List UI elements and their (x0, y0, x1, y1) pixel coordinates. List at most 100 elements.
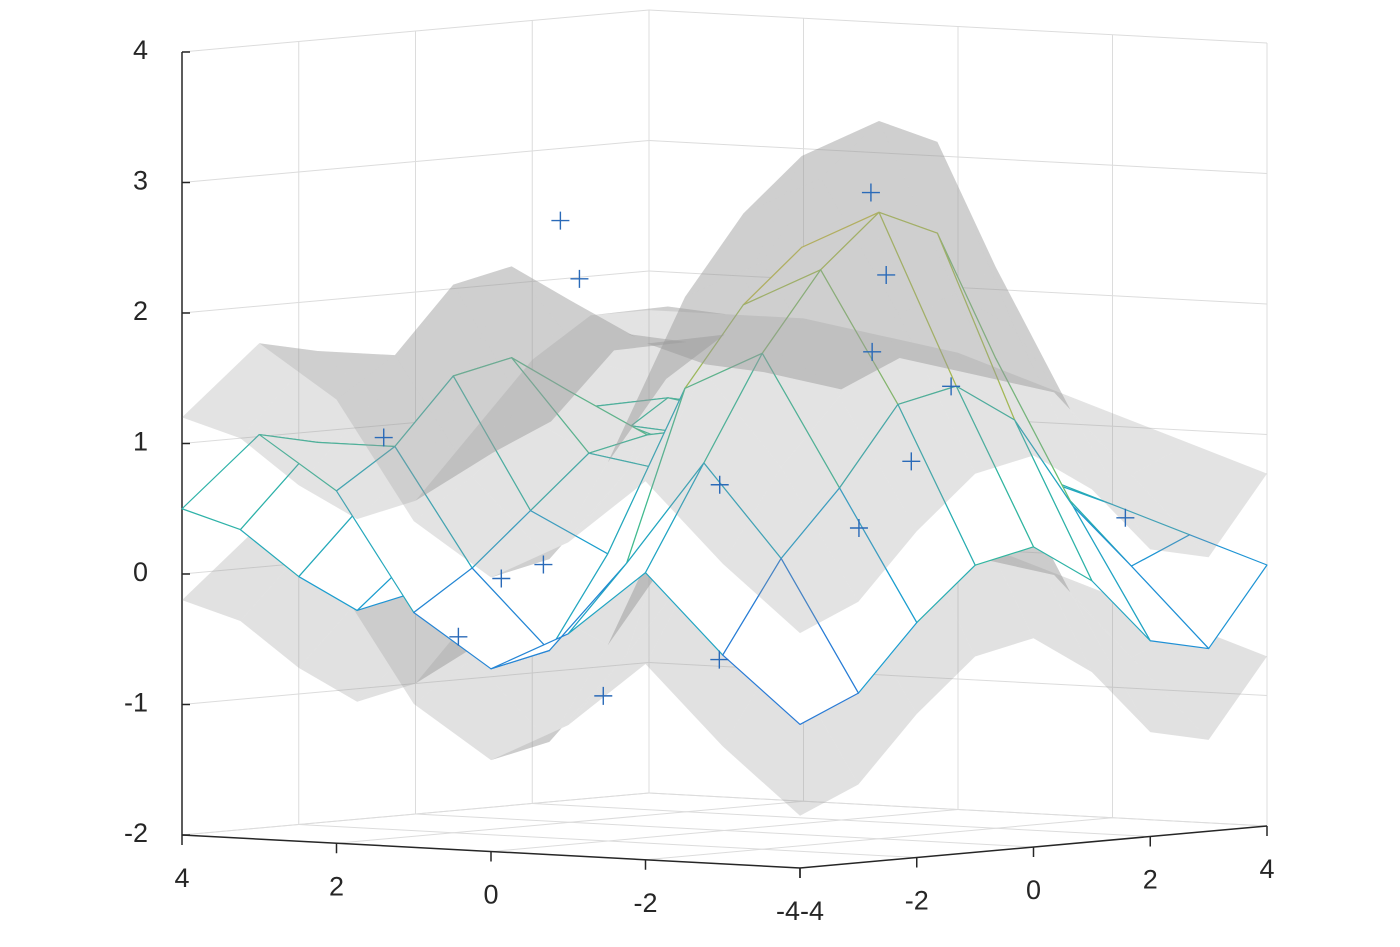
upper-bound-face (626, 262, 763, 472)
data-point (1116, 508, 1135, 527)
upper-bound-face (590, 306, 727, 316)
data-point (863, 342, 882, 361)
upper-bound-face (918, 267, 1055, 393)
upper-bound-face (745, 318, 881, 341)
upper-bound-face (240, 351, 376, 486)
lower-bound-face (298, 580, 435, 702)
upper-bound-face (703, 262, 840, 468)
grid-line (415, 813, 1034, 848)
z-tick-label: 2 (133, 296, 148, 326)
y-tick-label: -2 (905, 886, 929, 916)
lower-bound-face (413, 659, 550, 761)
x-tick-label: 0 (483, 880, 498, 910)
x-tick-label: 4 (174, 863, 189, 893)
upper-bound-face (860, 141, 996, 316)
z-tick-label: 3 (133, 166, 148, 196)
upper-bound-face (628, 334, 764, 373)
upper-bound-face (530, 361, 667, 463)
data-point (710, 475, 729, 494)
surface-face (722, 557, 859, 726)
x-tick-label: -4 (776, 896, 800, 926)
lower-bound-face (1014, 511, 1151, 733)
z-tick-label: 1 (133, 427, 148, 457)
upper-bound-face (259, 343, 395, 400)
upper-bound-face (298, 397, 435, 520)
z-tick-label: -1 (124, 688, 148, 718)
grid-line (532, 803, 1151, 837)
data-point (849, 518, 868, 537)
upper-bound-face (647, 334, 783, 365)
upper-bound-face (609, 306, 746, 351)
upper-bound-face (1054, 392, 1190, 475)
data-point (942, 377, 961, 396)
data-point (877, 265, 896, 284)
upper-bound-face (722, 467, 859, 634)
upper-bound-face (686, 323, 823, 373)
grid-line (648, 792, 1268, 827)
upper-bound-face (415, 421, 552, 501)
data-point (710, 650, 729, 669)
lower-bound-face (1073, 597, 1209, 740)
upper-bound-face (820, 121, 957, 314)
lower-bound-face (722, 649, 859, 816)
upper-bound-face (801, 121, 938, 203)
upper-bound-face (666, 156, 802, 379)
upper-bound-face (336, 355, 473, 522)
data-point (570, 269, 589, 288)
upper-bound-face (317, 284, 454, 398)
upper-bound-face (1131, 443, 1267, 558)
grid-line (298, 824, 917, 858)
lower-bound-face (1131, 626, 1267, 740)
upper-bound-face (645, 371, 782, 564)
upper-bound-face (182, 343, 318, 439)
data-point (374, 428, 393, 447)
upper-bound-face (473, 350, 610, 431)
upper-bound-face (685, 178, 821, 298)
upper-bound-face (492, 300, 629, 453)
data-point (861, 183, 880, 202)
upper-bound-face (667, 306, 804, 324)
upper-bound-face (1014, 328, 1151, 550)
upper-bound-face (1073, 414, 1209, 558)
data-point (534, 555, 553, 574)
data-point (594, 686, 613, 705)
upper-bound-face (899, 352, 1036, 383)
upper-bound-face (762, 178, 898, 397)
upper-bound-face (764, 340, 900, 390)
data-point (492, 569, 511, 588)
upper-bound-face (472, 419, 608, 560)
upper-bound-face (413, 476, 550, 578)
z-tick-label: 0 (133, 557, 148, 587)
upper-bound-face (839, 313, 976, 532)
upper-bound-face (782, 202, 919, 390)
y-tick-label: 2 (1143, 865, 1158, 895)
x-tick-label: 2 (329, 871, 344, 901)
data-point (449, 627, 468, 646)
upper-bound-face (551, 334, 687, 422)
data-point (551, 211, 570, 230)
upper-bound-face (781, 396, 917, 602)
upper-bound-face (897, 294, 1034, 474)
upper-bound-face (724, 156, 861, 356)
upper-bound-face (822, 335, 958, 358)
data-point (902, 452, 921, 471)
z-tick-label: -2 (124, 818, 148, 848)
upper-bound-face (607, 213, 744, 463)
upper-bound-face (956, 294, 1092, 490)
lower-bound-face (357, 627, 493, 702)
upper-bound-face (532, 306, 668, 360)
upper-bound-face (511, 266, 648, 362)
y-tick-label: 4 (1259, 854, 1274, 884)
upper-bound-face (588, 334, 725, 379)
x-tick-label: -2 (633, 888, 657, 918)
y-tick-label: -4 (800, 896, 824, 926)
z-tick-label: 4 (133, 35, 148, 65)
upper-bound-face (743, 121, 879, 214)
upper-bound-face (376, 266, 512, 445)
upper-bound-face (705, 355, 842, 390)
upper-bound-face (394, 284, 531, 477)
upper-bound-face (357, 444, 493, 520)
upper-bound-face (453, 266, 589, 420)
y-tick-label: 0 (1026, 875, 1041, 905)
